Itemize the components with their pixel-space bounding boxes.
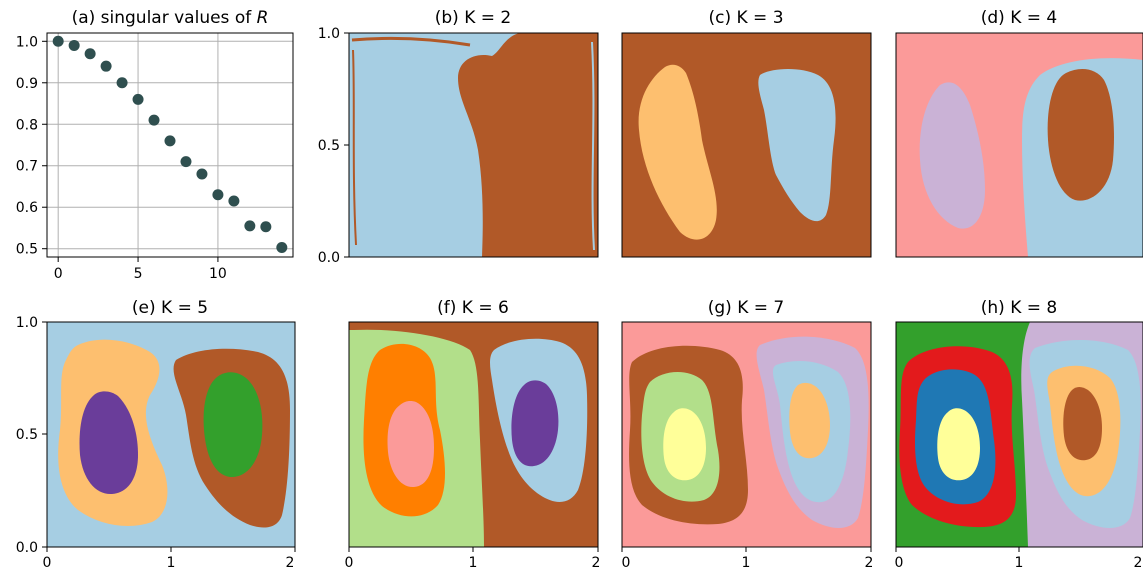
- data-point: [52, 35, 64, 47]
- data-point: [244, 220, 256, 232]
- tick-label: 0.7: [16, 159, 38, 175]
- region-g-4: [663, 408, 706, 481]
- tick-label: 0: [345, 555, 354, 571]
- tick-label: 1: [742, 555, 751, 571]
- tick-label: 0.5: [318, 138, 340, 154]
- panel-a-x-ticks: 0 5 10: [54, 257, 227, 282]
- region-c-2: [638, 64, 717, 240]
- tick-label: 1.0: [16, 34, 38, 50]
- panel-b-y-ticks: 0.0 0.5 1.0: [318, 26, 349, 266]
- filament-b-3: [591, 41, 595, 251]
- data-point: [228, 195, 240, 207]
- region-b-2: [458, 33, 598, 257]
- panel-a-y-ticks: 0.5 0.6 0.7 0.8 0.9 1.0: [16, 34, 47, 258]
- tick-label: 0.9: [16, 76, 38, 92]
- panel-c-frame: [621, 32, 872, 258]
- panel-e: (e) K = 5 0.0 0.5 1.0 0 1 2: [16, 298, 296, 571]
- data-point: [148, 114, 160, 126]
- region-g-7: [789, 382, 830, 459]
- data-point: [132, 93, 144, 105]
- tick-label: 10: [209, 266, 227, 282]
- tick-label: 2: [592, 555, 601, 571]
- tick-label: 0: [895, 555, 904, 571]
- region-e-4: [79, 391, 138, 495]
- data-point: [260, 221, 272, 233]
- tick-label: 0.5: [16, 427, 38, 443]
- panel-c: (c) K = 3: [621, 8, 872, 258]
- data-point: [276, 241, 288, 253]
- panel-b-title: (b) K = 2: [435, 8, 511, 28]
- tick-label: 0.8: [16, 117, 38, 133]
- data-point: [68, 39, 80, 51]
- tick-label: 0.0: [16, 540, 38, 556]
- tick-label: 1: [167, 555, 176, 571]
- panel-a-title: (a) singular values of R: [72, 8, 269, 28]
- filament-b-2: [352, 49, 357, 246]
- panel-a-frame: [46, 32, 294, 258]
- panel-d-title: (d) K = 4: [981, 8, 1057, 28]
- panel-c-title: (c) K = 3: [708, 8, 783, 28]
- tick-label: 2: [1134, 555, 1143, 571]
- tick-label: 0.5: [16, 242, 38, 258]
- region-f-6: [511, 380, 559, 467]
- tick-label: 0.6: [16, 200, 38, 216]
- tick-label: 0: [43, 555, 52, 571]
- region-c-3: [758, 68, 836, 222]
- panel-f: (f) K = 6 0 1 2: [345, 298, 601, 571]
- data-point: [100, 60, 112, 72]
- tick-label: 0: [54, 266, 63, 282]
- tick-label: 2: [865, 555, 874, 571]
- tick-label: 1.0: [16, 315, 38, 331]
- region-e-5: [203, 372, 263, 478]
- panel-f-title: (f) K = 6: [437, 298, 509, 318]
- data-point: [212, 189, 224, 201]
- panel-e-y-ticks: 0.0 0.5 1.0: [16, 315, 47, 556]
- tick-label: 2: [286, 555, 295, 571]
- region-d-4: [1047, 68, 1114, 201]
- region-d-3: [919, 82, 985, 229]
- panel-a-points: [52, 35, 288, 253]
- tick-label: 0: [622, 555, 631, 571]
- panel-b: (b) K = 2 0.0 0.5 1.0: [318, 8, 599, 266]
- panel-h-x-ticks: 0 1 2: [895, 547, 1143, 571]
- tick-label: 1: [469, 555, 478, 571]
- data-point: [196, 168, 208, 180]
- panel-h: (h) K = 8 0 1 2: [895, 298, 1143, 571]
- panel-e-x-ticks: 0 1 2: [43, 547, 296, 571]
- region-f-4: [387, 401, 434, 488]
- data-point: [116, 77, 128, 89]
- panel-a-grid: [47, 33, 293, 257]
- panel-g-x-ticks: 0 1 2: [621, 547, 874, 571]
- panel-d-frame: [895, 32, 1143, 258]
- panel-a: (a) singular values of R 0 5 10 0.50.60.70…: [16, 8, 294, 282]
- region-h-8: [1063, 387, 1102, 461]
- data-point: [164, 135, 176, 147]
- tick-label: 1.0: [318, 26, 340, 42]
- panel-h-title: (h) K = 8: [981, 298, 1057, 318]
- panel-g-title: (g) K = 7: [708, 298, 784, 318]
- tick-label: 0.0: [318, 250, 340, 266]
- panel-d: (d) K = 4: [895, 8, 1143, 258]
- data-point: [180, 156, 192, 168]
- panel-f-x-ticks: 0 1 2: [345, 547, 601, 571]
- tick-label: 5: [134, 266, 143, 282]
- panel-e-title: (e) K = 5: [132, 298, 208, 318]
- data-point: [84, 48, 96, 60]
- region-h-5: [937, 408, 980, 481]
- panel-g: (g) K = 7 0 1 2: [621, 298, 874, 571]
- filament-b-1: [351, 36, 471, 47]
- tick-label: 1: [1015, 555, 1024, 571]
